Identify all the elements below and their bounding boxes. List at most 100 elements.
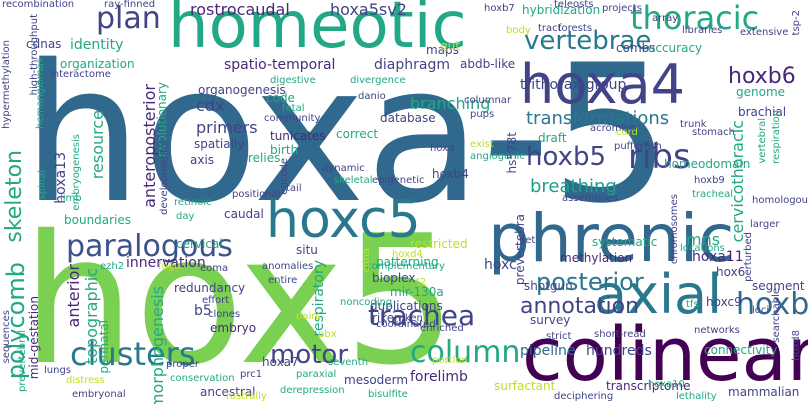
word-enriched: enriched (420, 323, 464, 334)
word-hoxb7: hoxb7 (484, 3, 515, 14)
word-forests: forests (558, 23, 593, 34)
word-prc1: prc1 (240, 369, 263, 380)
word-database: database (380, 111, 436, 125)
word-spatio-temporal: spatio-temporal (224, 57, 336, 73)
word-array: array (652, 13, 679, 24)
word-derepression: derepression (280, 385, 345, 396)
word-hoxd8: hoxd8 (791, 330, 802, 361)
word-hoxb9: hoxb9 (694, 175, 725, 186)
word-lethality: lethality (676, 391, 717, 402)
word-loci: loci (752, 305, 770, 316)
word-digestive: digestive (270, 75, 316, 86)
word-lungs: lungs (44, 365, 72, 376)
word-situ: situ (296, 243, 318, 257)
word-phrenic: phrenic (488, 200, 735, 277)
word-mir-130a: mir-130a (390, 285, 444, 299)
word-hoxc5: hoxc5 (266, 190, 421, 250)
word-restricted: restricted (410, 237, 468, 251)
word-tunicates: tunicates (270, 129, 326, 143)
word-exist: exist (470, 139, 494, 150)
word-rostrocaudal: rostrocaudal (190, 0, 290, 19)
word-complementary: complementary (366, 261, 445, 272)
word-transformations: transformations (526, 108, 670, 129)
word-plan: plan (96, 1, 161, 36)
word-proper: proper (166, 359, 199, 370)
word-coordinated: coordinated (376, 319, 436, 330)
word-pairs: pairs (296, 311, 321, 322)
word-conservation: conservation (170, 373, 235, 384)
word-patterning: patterning (376, 255, 439, 269)
word-skeleton: skeleton (2, 150, 27, 243)
word-hoxb5: hoxb5 (526, 142, 607, 172)
word-networks: networks (694, 325, 740, 336)
word-portion: portion (432, 355, 468, 366)
word-transcriptome: transcriptome (606, 379, 691, 393)
word-retinoic: retinoic (174, 197, 212, 208)
word-embryogenesis: embryogenesis (71, 134, 82, 211)
word-bioplex: bioplex (372, 271, 416, 285)
word-homologous: homologous (752, 195, 808, 206)
word-redundancy: redundancy (174, 281, 246, 295)
word-pipeline: pipeline (520, 343, 576, 359)
word-forelimb: forelimb (410, 369, 468, 385)
word-clones: clones (208, 309, 241, 320)
word-hoxa11: hoxa11 (692, 249, 744, 265)
word-ribs: ribs (628, 137, 691, 177)
word-accuracy: accuracy (648, 41, 703, 55)
word-locations: locations (680, 243, 725, 254)
word-extensive: extensive (740, 27, 789, 38)
word-larger: larger (750, 219, 780, 230)
word-set: set (520, 235, 536, 246)
word-branching: branching (410, 94, 491, 113)
word-hoxb6: hoxb6 (728, 64, 796, 89)
word-respiration: respiration (771, 110, 782, 164)
word-combs: combs (616, 41, 656, 55)
word-spatially: spatially (194, 137, 245, 151)
word-assemblies: assemblies (562, 193, 618, 204)
word-hox5: hox5 (22, 197, 457, 404)
word-ray-finned: ray-finned (104, 0, 156, 10)
word-paraxial: paraxial (296, 369, 337, 380)
word-cdnas: cdnas (26, 37, 62, 51)
word-paralogous: paralogous (66, 229, 233, 264)
word-eoma: eoma (200, 263, 229, 274)
word-gut: gut (440, 39, 460, 53)
word-noncoding: noncoding (340, 297, 393, 308)
word-positional: positional (232, 189, 281, 200)
word-hypermethylation: hypermethylation (1, 40, 12, 129)
word-recombination: recombination (2, 0, 75, 10)
word-angiogenic: angiogenic (470, 151, 525, 162)
word-dynamic: dynamic (322, 163, 365, 174)
word-tail: tail (286, 183, 302, 194)
word-trachea: trachea (368, 299, 476, 332)
word-shotgun: shotgun (524, 279, 573, 293)
word-effort: effort (202, 295, 230, 306)
word-draft: draft (538, 131, 567, 145)
word-cdx: cdx (196, 96, 225, 115)
word-brachial: brachial (738, 105, 787, 119)
word-developmental: developmental (159, 140, 170, 215)
word-deciphering: deciphering (554, 391, 614, 402)
word-hoxa5sv2: hoxa5sv2 (330, 0, 407, 19)
word-colinear: colinear (522, 312, 808, 398)
word-axis: axis (190, 153, 215, 167)
word-strict: strict (546, 331, 572, 342)
word-cervicothoracic: cervicothoracic (728, 120, 747, 243)
word-column: column (410, 335, 521, 370)
word-hoxb4: hoxb4 (432, 167, 469, 181)
word-hoxa10: hoxa10 (648, 379, 685, 390)
word-seventh: seventh (328, 357, 369, 368)
word-mesoderm: mesoderm (344, 373, 409, 387)
word-caudal: caudal (224, 207, 264, 221)
word-embryo: embryo (210, 321, 257, 335)
word-day: day (176, 211, 195, 222)
word-riken-2: riken (398, 313, 423, 324)
word-organization: organization (60, 57, 135, 71)
word-tfs: tfs (686, 299, 699, 310)
word-axial: axial (594, 263, 723, 326)
word-divergence: divergence (350, 75, 406, 86)
word-thoracic: thoracic (630, 0, 760, 37)
word-methylation: methylation (560, 251, 633, 265)
word-hemangiomas: hemangiomas (35, 58, 46, 130)
